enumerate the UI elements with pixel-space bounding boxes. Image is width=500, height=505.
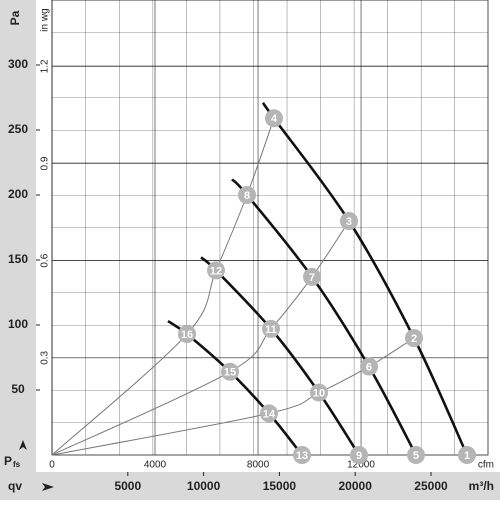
operating-point [302, 267, 321, 286]
left-band [0, 0, 36, 500]
x2-tick-label: 8000 [247, 460, 270, 471]
operating-point [207, 261, 226, 280]
operating-point [339, 212, 358, 230]
bottom-band [0, 472, 500, 500]
operating-point [405, 329, 424, 347]
point-label: 6 [366, 362, 372, 374]
point-label: 16 [181, 329, 193, 341]
system-curve [51, 220, 350, 456]
y2-tick-label: 0.6 [40, 253, 51, 267]
y2-axis-label: in wg [40, 8, 51, 31]
point-label: 11 [265, 324, 277, 336]
point-label: 7 [309, 272, 315, 284]
x-tick-label: 25000 [414, 479, 448, 493]
point-label: 1 [464, 450, 470, 462]
pressure-symbol: P [4, 454, 12, 468]
x2-axis-label: cfm [478, 460, 494, 471]
x2-tick-label: 12000 [347, 460, 375, 471]
x2-tick-label: 0 [49, 460, 55, 471]
operating-point [177, 325, 196, 344]
arrow-right [42, 483, 54, 491]
operating-point [309, 383, 328, 402]
point-label: 14 [263, 408, 276, 420]
point-label: 9 [356, 450, 362, 462]
y-tick-label: 150 [8, 252, 28, 266]
operating-point [220, 362, 239, 381]
operating-point [406, 446, 425, 464]
operating-point [359, 357, 378, 376]
grid-pattern [52, 0, 488, 455]
x-axis-label: m³/h [469, 479, 494, 493]
y2-tick-label: 0.9 [40, 156, 51, 170]
x-tick-label: 10000 [187, 479, 221, 493]
y-tick-label: 200 [8, 187, 28, 201]
point-label: 15 [224, 367, 236, 379]
operating-point [350, 446, 369, 464]
point-label: 5 [413, 450, 419, 462]
operating-point [293, 446, 312, 464]
point-label: 2 [411, 333, 417, 345]
x-tick-label: 15000 [263, 479, 297, 493]
y-tick-label: 50 [11, 382, 25, 396]
operating-point [265, 109, 284, 128]
point-label: 13 [296, 450, 308, 462]
x-symbol: qv [8, 479, 22, 493]
y-tick-label: 250 [8, 122, 28, 136]
x-tick-label: 20000 [339, 479, 373, 493]
y-tick-label: 100 [8, 317, 28, 331]
y2-tick-label: 0.3 [40, 350, 51, 364]
point-label: 10 [313, 388, 325, 400]
y2-tick-label: 1.2 [40, 59, 51, 73]
arrow-up [19, 440, 27, 450]
y-axis-label: Pa [8, 10, 22, 25]
point-label: 12 [210, 265, 222, 277]
point-label: 8 [244, 190, 250, 202]
y-tick-label: 300 [8, 57, 28, 71]
point-label: 3 [346, 216, 352, 228]
point-label: 4 [271, 113, 278, 125]
operating-point [259, 404, 278, 423]
operating-point [458, 446, 477, 464]
pressure-subscript: fs [13, 460, 21, 469]
x-tick-label: 5000 [114, 479, 141, 493]
operating-point [238, 186, 257, 204]
x2-tick-label: 4000 [144, 460, 167, 471]
operating-point [262, 319, 281, 338]
